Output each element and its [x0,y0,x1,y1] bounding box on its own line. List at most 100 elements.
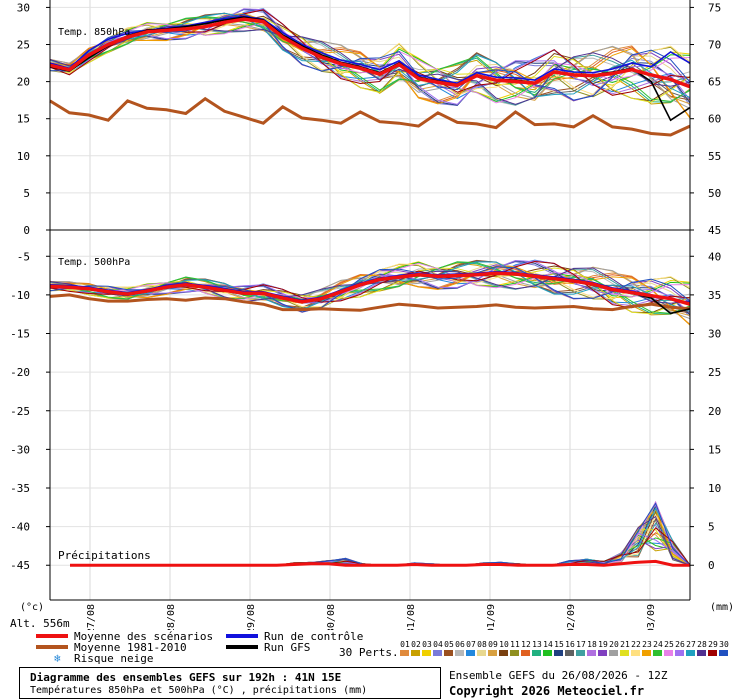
pert-swatch [598,650,607,656]
pert-number: 21 [620,640,630,649]
altitude-label: Alt. 556m [10,617,70,630]
pert-number: 17 [576,640,586,649]
pert-swatch [411,650,420,656]
pert-swatch [488,650,497,656]
main-series [49,15,691,567]
unit-left: (°c) [20,602,44,613]
pert-number: 11 [510,640,520,649]
legend-mean-swatch [36,634,68,638]
pert-swatch [708,650,717,656]
legend-clim-swatch [36,645,68,649]
pert-swatch [653,650,662,656]
pert-swatch [609,650,618,656]
pert-number: 25 [664,640,674,649]
pert-number: 22 [631,640,641,649]
x-tick-label: 02/09 [566,604,577,630]
footer-box: Diagramme des ensembles GEFS sur 192h : … [19,667,441,699]
pert-swatch [697,650,706,656]
pert-swatch [664,650,673,656]
perts-label: 30 Perts. [339,646,399,659]
pert-number: 06 [455,640,465,649]
precip-mean-line [70,559,690,567]
pert-number: 26 [675,640,685,649]
pert-swatch [466,650,475,656]
y-left-tick-label: -30 [10,443,30,456]
footer-subtitle: Températures 850hPa et 500hPa (°C) , pré… [30,685,368,696]
pert-swatch [543,650,552,656]
pert-swatch [686,650,695,656]
unit-right: (mm) [710,602,734,613]
pert-number: 12 [521,640,531,649]
member-line [49,263,691,308]
pert-swatch [400,650,409,656]
panel-title: Temp. 850hPa [58,27,130,38]
pert-number: 28 [697,640,707,649]
y-left-tick-label: -40 [10,521,30,534]
legend-control-label: Run de contrôle [264,630,364,643]
y-left-tick-label: 10 [17,150,30,163]
y-right-tick-label: 0 [708,559,715,572]
pert-number: 15 [554,640,564,649]
precip-title: Précipitations [58,549,151,562]
y-right-tick-label: 40 [708,250,721,263]
pert-number: 09 [488,640,498,649]
member-line [49,8,691,106]
x-tick-label: 01/09 [486,604,497,630]
y-left-tick-label: 30 [17,1,30,14]
y-right-tick-label: 30 [708,328,721,341]
y-right-tick-label: 70 [708,39,721,52]
pert-swatch [532,650,541,656]
pert-swatch [565,650,574,656]
pert-number: 30 [719,640,729,649]
y-right-tick-label: 5 [708,521,715,534]
y-right-tick-label: 75 [708,1,721,14]
pert-number: 08 [477,640,487,649]
snowflake-icon: ❄ [54,652,61,665]
x-tick-label: 29/08 [246,604,257,630]
climatology-line [49,293,691,312]
y-left-tick-label: 5 [23,187,30,200]
pert-swatch [576,650,585,656]
pert-number: 24 [653,640,663,649]
pert-number: 29 [708,640,718,649]
y-right-tick-label: 65 [708,76,721,89]
pert-number: 27 [686,640,696,649]
y-left-tick-label: -45 [10,559,30,572]
pert-swatch [719,650,728,656]
y-left-tick-label: 20 [17,76,30,89]
legend-gfs-label: Run GFS [264,641,311,654]
x-tick-label: 27/08 [86,604,97,630]
legend-snow-label: Risque neige [74,652,154,665]
pert-number: 18 [587,640,597,649]
y-right-tick-label: 25 [708,366,721,379]
x-tick-label: 28/08 [166,604,177,630]
legend-control-swatch [226,634,258,638]
y-left-tick-label: 0 [23,224,30,237]
pert-swatch [433,650,442,656]
pert-swatch [444,650,453,656]
pert-swatch [422,650,431,656]
ensemble-chart: 27/08 28/08 29/08 30/08 31/08 01/09 02/09 03/09… [10,0,735,630]
pert-number: 02 [411,640,421,649]
pert-swatch [675,650,684,656]
x-tick-label: 31/08 [406,604,417,630]
mean-line [49,17,691,89]
pert-swatch [631,650,640,656]
y-right-tick-label: 35 [708,289,721,302]
x-tick-label: 30/08 [326,604,337,630]
pert-swatch [510,650,519,656]
legend-gfs-swatch [226,645,258,649]
pert-swatch [499,650,508,656]
pert-number: 05 [444,640,454,649]
pert-number: 13 [532,640,542,649]
climatology-line [49,96,691,137]
y-right-tick-label: 50 [708,187,721,200]
pert-number: 20 [609,640,619,649]
y-left-tick-label: -20 [10,366,30,379]
y-right-tick-label: 60 [708,113,721,126]
mean-line [49,271,691,306]
pert-swatch [620,650,629,656]
axes [46,0,694,601]
pert-number: 14 [543,640,553,649]
legend-mean-label: Moyenne des scénarios [74,630,214,643]
